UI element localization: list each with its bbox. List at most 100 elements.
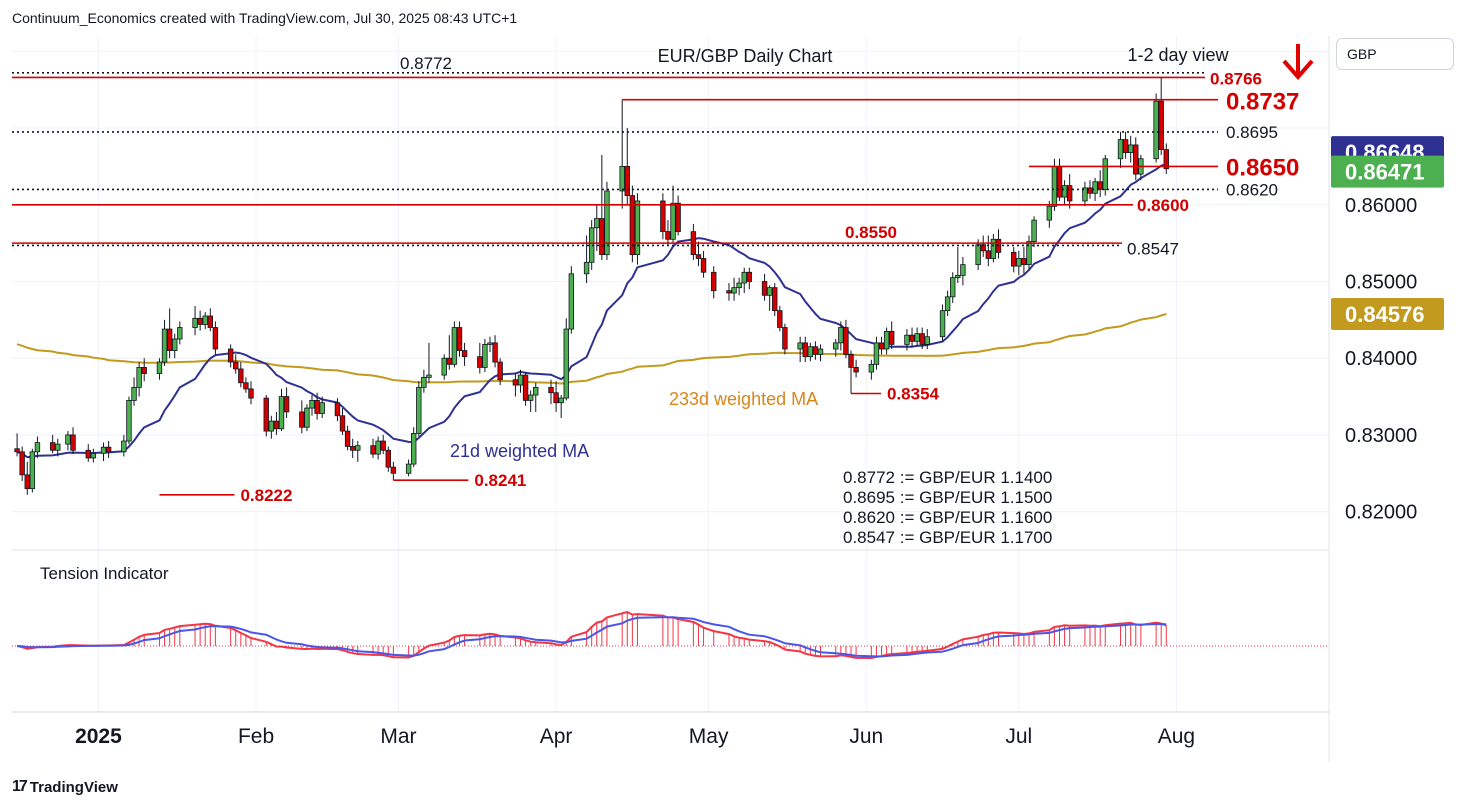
candle-body-down bbox=[660, 200, 666, 233]
candle bbox=[227, 344, 234, 368]
candle-body-down bbox=[370, 445, 376, 455]
candle-body-down bbox=[334, 402, 341, 417]
candle bbox=[955, 246, 961, 284]
candle bbox=[766, 285, 773, 311]
candle-body-down bbox=[166, 328, 173, 351]
candle-body-up bbox=[833, 342, 839, 350]
candle bbox=[736, 277, 742, 296]
candle-body-down bbox=[456, 327, 463, 351]
candle-body-up bbox=[131, 386, 137, 401]
candle bbox=[634, 193, 641, 265]
candle-body-up bbox=[487, 342, 493, 345]
gbp-eur-annotations: 0.8772 := GBP/EUR 1.1400 0.8695 := GBP/E… bbox=[843, 468, 1052, 547]
candle bbox=[197, 310, 203, 331]
candle bbox=[273, 411, 280, 435]
candle-body-down bbox=[1158, 100, 1164, 150]
candle-body-up bbox=[975, 244, 981, 266]
x-tick-label: Jun bbox=[849, 725, 883, 748]
price-tag: 0.84576 bbox=[1331, 298, 1444, 331]
candle bbox=[248, 381, 254, 405]
x-tick-label: 2025 bbox=[75, 725, 122, 748]
candle bbox=[243, 377, 249, 393]
candle bbox=[451, 321, 458, 368]
candle-body-down bbox=[248, 388, 254, 399]
candle-body-up bbox=[950, 277, 956, 298]
annotation-line: 0.8772 := GBP/EUR 1.1400 bbox=[843, 468, 1052, 487]
candle-body-down bbox=[782, 327, 788, 350]
candle bbox=[1021, 246, 1027, 274]
candle bbox=[817, 344, 824, 362]
candle-body-up bbox=[883, 330, 890, 350]
candle bbox=[553, 381, 559, 412]
candle bbox=[939, 304, 946, 342]
candle-body-down bbox=[1122, 139, 1129, 154]
candle-body-up bbox=[594, 218, 600, 229]
candle-body-down bbox=[548, 386, 554, 394]
indicator-label: Tension Indicator bbox=[40, 564, 169, 583]
candle bbox=[319, 396, 325, 419]
candle-body-up bbox=[309, 400, 315, 409]
candle bbox=[950, 272, 956, 303]
axes: 0.86000 0.85000 0.84000 0.83000 0.82000 2025… bbox=[12, 36, 1444, 762]
candle-body-down bbox=[497, 361, 503, 381]
candle bbox=[65, 431, 71, 451]
candle-body-up bbox=[192, 317, 198, 328]
candle-body-up bbox=[955, 274, 961, 279]
candle-body-up bbox=[55, 443, 61, 451]
candle bbox=[802, 336, 808, 363]
candle bbox=[568, 266, 575, 334]
candle-body-up bbox=[268, 420, 275, 432]
candle bbox=[726, 283, 732, 301]
candle-body-down bbox=[283, 396, 290, 413]
candle bbox=[421, 369, 427, 393]
candle-body-up bbox=[558, 397, 564, 404]
x-tick-label: Mar bbox=[380, 725, 416, 748]
candle-body-up bbox=[517, 374, 524, 386]
candle-body-up bbox=[126, 400, 132, 442]
level-label-0.8620: 0.8620 bbox=[1226, 180, 1278, 199]
level-label-0.8650: 0.8650 bbox=[1226, 154, 1299, 181]
candle-body-down bbox=[843, 327, 849, 355]
candle bbox=[141, 358, 147, 382]
candle-body-down bbox=[299, 411, 305, 428]
candle bbox=[1153, 93, 1159, 163]
candle bbox=[629, 185, 636, 263]
candle bbox=[741, 267, 747, 293]
candle bbox=[883, 327, 890, 355]
candle-body-down bbox=[888, 330, 895, 345]
candle-body-up bbox=[533, 386, 539, 396]
candle-body-down bbox=[848, 353, 854, 368]
candle-body-down bbox=[726, 290, 732, 294]
candle bbox=[355, 441, 361, 462]
grid bbox=[12, 36, 1329, 712]
x-tick-label: Apr bbox=[540, 725, 573, 748]
candle bbox=[482, 339, 488, 373]
candle-body-down bbox=[629, 195, 636, 256]
candle bbox=[370, 438, 376, 458]
candle-body-up bbox=[939, 310, 946, 338]
level-label-0.8695: 0.8695 bbox=[1226, 123, 1278, 142]
y-tick-label: 0.85000 bbox=[1345, 271, 1417, 293]
tradingview-brand: TradingView bbox=[29, 778, 118, 796]
candle-body-down bbox=[24, 474, 30, 490]
candle bbox=[131, 377, 137, 406]
price-tag-label: 0.84576 bbox=[1345, 302, 1425, 327]
candle bbox=[156, 358, 163, 380]
candle bbox=[105, 441, 112, 458]
candle-body-up bbox=[563, 328, 569, 399]
candle-body-up bbox=[441, 357, 447, 376]
candle bbox=[1163, 143, 1169, 175]
candle bbox=[1122, 131, 1129, 159]
candle bbox=[339, 408, 346, 435]
level-label-0.8547: 0.8547 bbox=[1127, 239, 1179, 258]
candle-body-down bbox=[390, 466, 397, 474]
candle bbox=[838, 321, 844, 351]
candle-body-up bbox=[807, 346, 814, 358]
x-tick-label: Jul bbox=[1005, 725, 1032, 748]
candle-body-down bbox=[14, 448, 20, 453]
candle bbox=[1087, 180, 1093, 199]
currency-selector[interactable]: GBP bbox=[1336, 38, 1454, 70]
candle-body-down bbox=[985, 250, 992, 259]
candle-body-down bbox=[227, 348, 234, 363]
candle bbox=[1031, 216, 1037, 247]
